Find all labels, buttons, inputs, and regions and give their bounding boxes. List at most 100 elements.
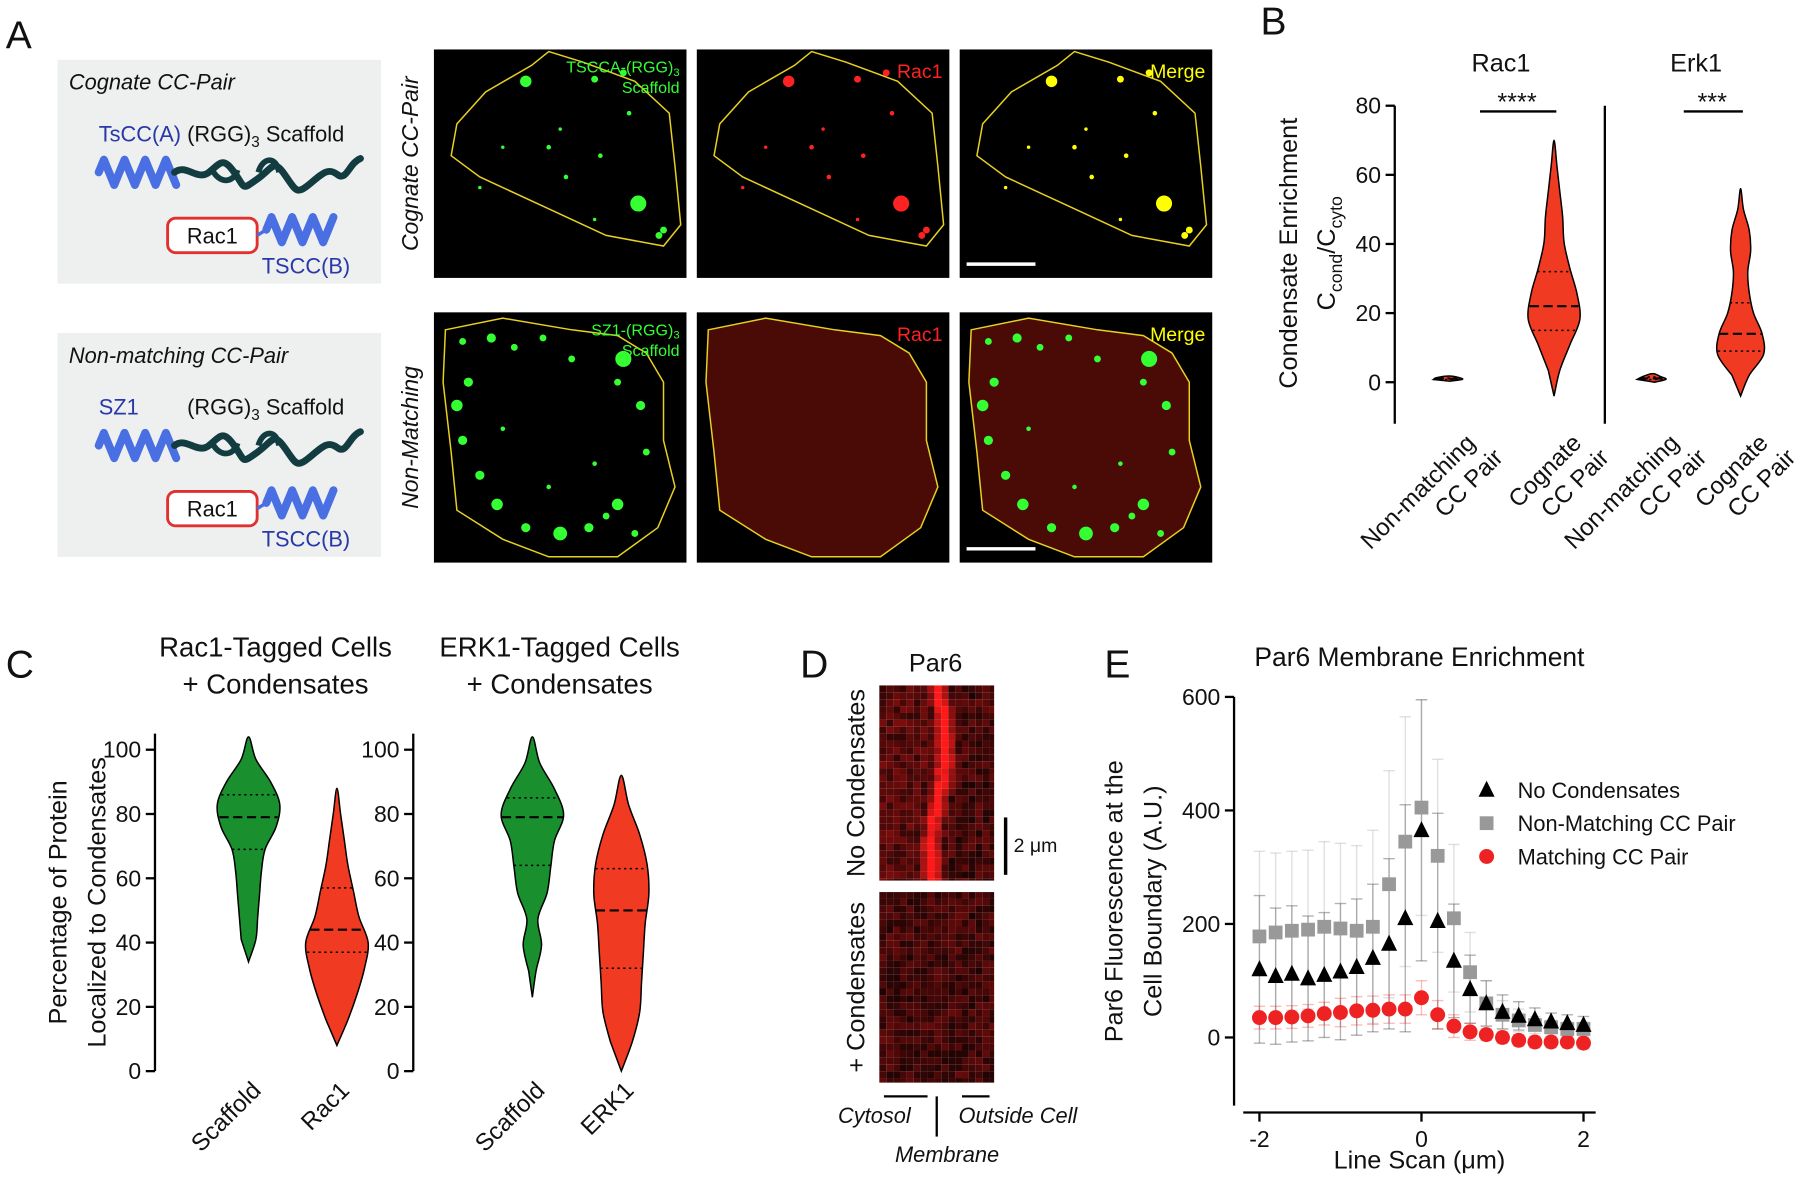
kymograph-pixel	[948, 954, 956, 961]
kymograph-pixel	[900, 1002, 907, 1010]
kymograph-pixel	[927, 740, 935, 748]
kymograph-pixel	[879, 802, 887, 810]
kymograph-pixel	[975, 905, 983, 913]
kymograph-pixel	[934, 726, 942, 734]
kymograph-pixel	[948, 719, 956, 727]
kymograph-pixel	[920, 795, 928, 803]
scaffold-chain	[209, 157, 282, 184]
kymograph-pixel	[955, 1071, 962, 1079]
kymograph-pixel	[982, 802, 990, 810]
kymograph-pixel	[879, 947, 887, 955]
kymograph-pixel	[934, 1078, 942, 1083]
data-point	[1316, 965, 1333, 982]
kymograph-pixel	[989, 692, 995, 700]
kymograph-pixel	[913, 733, 921, 741]
kymograph-pixel	[900, 781, 907, 789]
kymograph-pixel	[879, 995, 887, 1003]
y-tick-label: 200	[1182, 911, 1220, 937]
kymograph-pixel	[982, 747, 990, 755]
y-tick-label: 80	[1355, 93, 1381, 119]
kymograph-pixel	[893, 1029, 900, 1037]
condensate	[459, 337, 467, 345]
kymograph-pixel	[913, 954, 921, 961]
kymograph-pixel	[900, 954, 907, 961]
kymograph-pixel	[879, 699, 887, 707]
y-tick-label: 0	[387, 1058, 400, 1084]
kymograph-pixel	[893, 871, 900, 879]
kymograph-pixel	[893, 733, 900, 741]
kymograph-pixel	[934, 967, 942, 975]
data-point	[1365, 919, 1380, 934]
condensate	[500, 426, 506, 432]
kymograph-pixel	[948, 843, 956, 851]
kymograph-pixel	[982, 685, 990, 693]
kymograph-pixel	[920, 988, 928, 996]
kymograph-pixel	[975, 1078, 983, 1083]
kymograph-pixel	[955, 967, 962, 975]
kymograph-pixel	[920, 981, 928, 989]
kymograph-pixel	[913, 947, 921, 955]
kymograph-pixel	[913, 988, 921, 996]
kymograph-pixel	[886, 685, 894, 693]
kymograph-pixel	[879, 740, 887, 748]
condensate	[635, 400, 646, 411]
kymograph-pixel	[989, 816, 995, 824]
kymograph-pixel	[982, 1057, 990, 1065]
kymograph-pixel	[920, 912, 928, 920]
kymograph-pixel	[906, 823, 914, 831]
kymograph-pixel	[961, 1078, 969, 1083]
kymograph-pixel	[893, 699, 900, 707]
y-axis-formula-part: cond	[1326, 254, 1346, 292]
kymograph-pixel	[955, 905, 962, 913]
kymograph-pixel	[941, 843, 949, 851]
chart-title: + Condensates	[182, 668, 368, 699]
kymograph-pixel	[886, 974, 894, 982]
kymograph-pixel	[906, 967, 914, 975]
channel-label-part: SZ1-(RGG)	[591, 321, 673, 339]
kymograph-pixel	[948, 878, 956, 881]
kymograph-pixel	[955, 898, 962, 906]
kymograph-pixel	[961, 706, 969, 713]
kymograph-pixel	[961, 692, 969, 700]
kymograph-pixel	[989, 1016, 995, 1023]
kymograph-pixel	[989, 857, 995, 865]
kymograph-pixel	[927, 719, 935, 727]
kymograph-pixel	[955, 726, 962, 734]
kymograph-pixel	[968, 843, 976, 851]
kymograph-pixel	[955, 719, 962, 727]
kymograph-pixel	[961, 1016, 969, 1023]
kymograph-pixel	[893, 795, 900, 803]
kymograph-pixel	[893, 974, 900, 982]
kymograph-pixel	[961, 1050, 969, 1058]
kymograph-pixel	[920, 967, 928, 975]
kymograph-pixel	[961, 795, 969, 803]
kymograph-pixel	[920, 995, 928, 1003]
condensate	[558, 127, 562, 131]
kymograph-pixel	[913, 1002, 921, 1010]
condensate	[630, 195, 647, 212]
kymograph-pixel	[920, 954, 928, 961]
kymograph-pixel	[982, 1050, 990, 1058]
kymograph-pixel	[934, 864, 942, 872]
kymograph-pixel	[879, 795, 887, 803]
kymograph-pixel	[982, 967, 990, 975]
kymograph-pixel	[961, 802, 969, 810]
kymograph-pixel	[920, 1022, 928, 1030]
kymograph-pixel	[968, 1064, 976, 1072]
kymograph-pixel	[941, 988, 949, 996]
panel-title: Par6	[909, 650, 962, 678]
kymograph-pixel	[893, 761, 900, 769]
kymograph-pixel	[906, 706, 914, 713]
kymograph-pixel	[934, 761, 942, 769]
channel-label: Merge	[1150, 61, 1205, 83]
box-title: Cognate CC-Pair	[69, 70, 236, 95]
legend-marker	[1478, 780, 1495, 797]
kymograph-pixel	[975, 857, 983, 865]
y-axis-formula-part: cyto	[1326, 196, 1346, 229]
kymograph-pixel	[927, 1036, 935, 1044]
kymograph-pixel	[934, 1064, 942, 1072]
kymograph-pixel	[886, 712, 894, 720]
data-point	[1478, 994, 1495, 1011]
kymograph-pixel	[989, 988, 995, 996]
kymograph-pixel	[941, 733, 949, 741]
